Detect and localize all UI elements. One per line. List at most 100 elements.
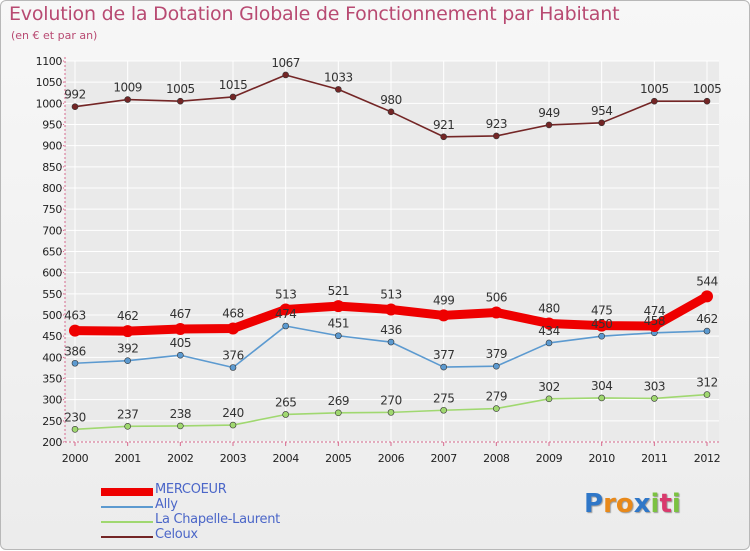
legend-label-celoux: Celoux — [155, 527, 198, 542]
data-point-celoux — [282, 71, 289, 79]
data-label-mercoeur: 467 — [170, 307, 191, 321]
x-tick-label: 2009 — [536, 452, 563, 465]
data-point-la-chapelle-laurent — [703, 391, 711, 398]
data-label-la-chapelle-laurent: 265 — [275, 395, 296, 409]
data-label-ally: 462 — [696, 312, 717, 326]
data-label-mercoeur: 474 — [644, 304, 665, 318]
y-tick-label: 200 — [42, 436, 62, 449]
data-point-ally — [493, 362, 500, 370]
data-label-la-chapelle-laurent: 237 — [117, 407, 138, 421]
data-point-celoux — [493, 132, 500, 140]
data-label-ally: 405 — [170, 336, 191, 350]
logo-letter: i — [650, 489, 660, 519]
data-label-celoux: 949 — [538, 106, 559, 120]
y-tick-label: 450 — [42, 330, 62, 343]
y-tick-label: 550 — [42, 288, 62, 301]
data-label-mercoeur: 499 — [433, 293, 454, 307]
data-point-mercoeur — [69, 324, 81, 337]
x-tick-label: 2002 — [167, 452, 193, 465]
data-point-ally — [229, 364, 237, 371]
x-tick-label: 2006 — [378, 452, 405, 465]
legend-swatch-celoux — [101, 536, 153, 538]
y-tick-label: 750 — [42, 203, 62, 216]
data-label-mercoeur: 480 — [538, 301, 559, 315]
data-point-mercoeur — [437, 309, 450, 322]
data-point-celoux — [545, 121, 553, 129]
data-label-mercoeur: 544 — [696, 274, 717, 288]
data-label-celoux: 1009 — [113, 81, 142, 95]
data-label-la-chapelle-laurent: 303 — [644, 379, 665, 393]
y-tick-label: 900 — [42, 140, 62, 153]
data-point-mercoeur — [385, 303, 397, 316]
data-point-la-chapelle-laurent — [598, 394, 605, 402]
data-point-la-chapelle-laurent — [229, 421, 237, 429]
data-point-mercoeur — [648, 320, 661, 333]
data-point-la-chapelle-laurent — [282, 411, 289, 418]
data-label-mercoeur: 506 — [486, 290, 507, 304]
x-tick-label: 2004 — [272, 452, 299, 465]
data-point-celoux — [387, 108, 395, 116]
data-point-mercoeur — [174, 322, 187, 335]
x-tick-label: 2010 — [588, 452, 615, 465]
data-point-la-chapelle-laurent — [440, 406, 447, 414]
x-tick-label: 2001 — [114, 452, 140, 465]
data-label-la-chapelle-laurent: 279 — [486, 390, 507, 404]
x-tick-label: 2000 — [62, 452, 89, 465]
x-tick-label: 2007 — [430, 452, 457, 465]
legend-swatch-ally — [101, 506, 153, 508]
data-point-ally — [440, 363, 447, 371]
y-tick-label: 350 — [42, 373, 62, 386]
logo-letter: r — [603, 489, 616, 519]
data-label-la-chapelle-laurent: 238 — [170, 407, 191, 421]
x-tick-label: 2003 — [220, 452, 247, 465]
data-label-ally: 436 — [380, 323, 401, 337]
y-tick-label: 500 — [42, 309, 62, 322]
data-point-ally — [177, 351, 184, 359]
data-point-celoux — [440, 133, 447, 141]
data-label-celoux: 921 — [433, 118, 454, 132]
data-label-celoux: 1005 — [693, 82, 722, 96]
logo-letter: P — [584, 489, 604, 519]
data-point-mercoeur — [543, 317, 555, 330]
y-tick-label: 700 — [42, 224, 62, 237]
data-point-mercoeur — [121, 325, 134, 338]
legend-label-la-chapelle-laurent: La Chapelle-Laurent — [155, 512, 280, 527]
data-label-celoux: 980 — [380, 93, 401, 107]
data-label-ally: 451 — [328, 317, 349, 331]
data-label-mercoeur: 521 — [328, 284, 349, 298]
proxiti-logo: Proxiti — [584, 489, 681, 519]
data-point-ally — [282, 322, 289, 330]
data-point-ally — [545, 339, 553, 347]
logo-letter: t — [659, 489, 672, 519]
data-label-mercoeur: 463 — [64, 309, 85, 323]
data-point-ally — [387, 338, 395, 346]
x-tick-label: 2012 — [694, 452, 720, 465]
data-point-la-chapelle-laurent — [124, 423, 131, 430]
data-label-la-chapelle-laurent: 304 — [591, 379, 612, 393]
data-label-ally: 392 — [117, 342, 138, 356]
data-label-ally: 386 — [64, 344, 85, 358]
data-label-mercoeur: 468 — [222, 307, 243, 321]
y-tick-label: 850 — [42, 161, 62, 174]
data-point-la-chapelle-laurent — [335, 409, 342, 417]
data-label-mercoeur: 513 — [275, 287, 296, 301]
x-tick-label: 2011 — [641, 452, 667, 465]
data-point-celoux — [229, 93, 237, 101]
x-tick-label: 2008 — [483, 452, 510, 465]
y-tick-label: 800 — [42, 182, 62, 195]
data-label-la-chapelle-laurent: 275 — [433, 391, 454, 405]
data-point-la-chapelle-laurent — [545, 395, 553, 403]
data-label-celoux: 923 — [486, 117, 507, 131]
data-label-celoux: 992 — [64, 88, 85, 102]
data-point-la-chapelle-laurent — [651, 395, 658, 402]
data-point-ally — [71, 359, 79, 367]
logo-letter: o — [615, 489, 634, 519]
y-tick-label: 1050 — [36, 76, 63, 89]
data-point-la-chapelle-laurent — [387, 409, 395, 416]
data-label-ally: 434 — [538, 324, 559, 338]
data-label-mercoeur: 462 — [117, 309, 138, 323]
data-point-ally — [335, 332, 342, 340]
legend-label-ally: Ally — [155, 497, 178, 512]
y-tick-label: 250 — [42, 415, 62, 428]
